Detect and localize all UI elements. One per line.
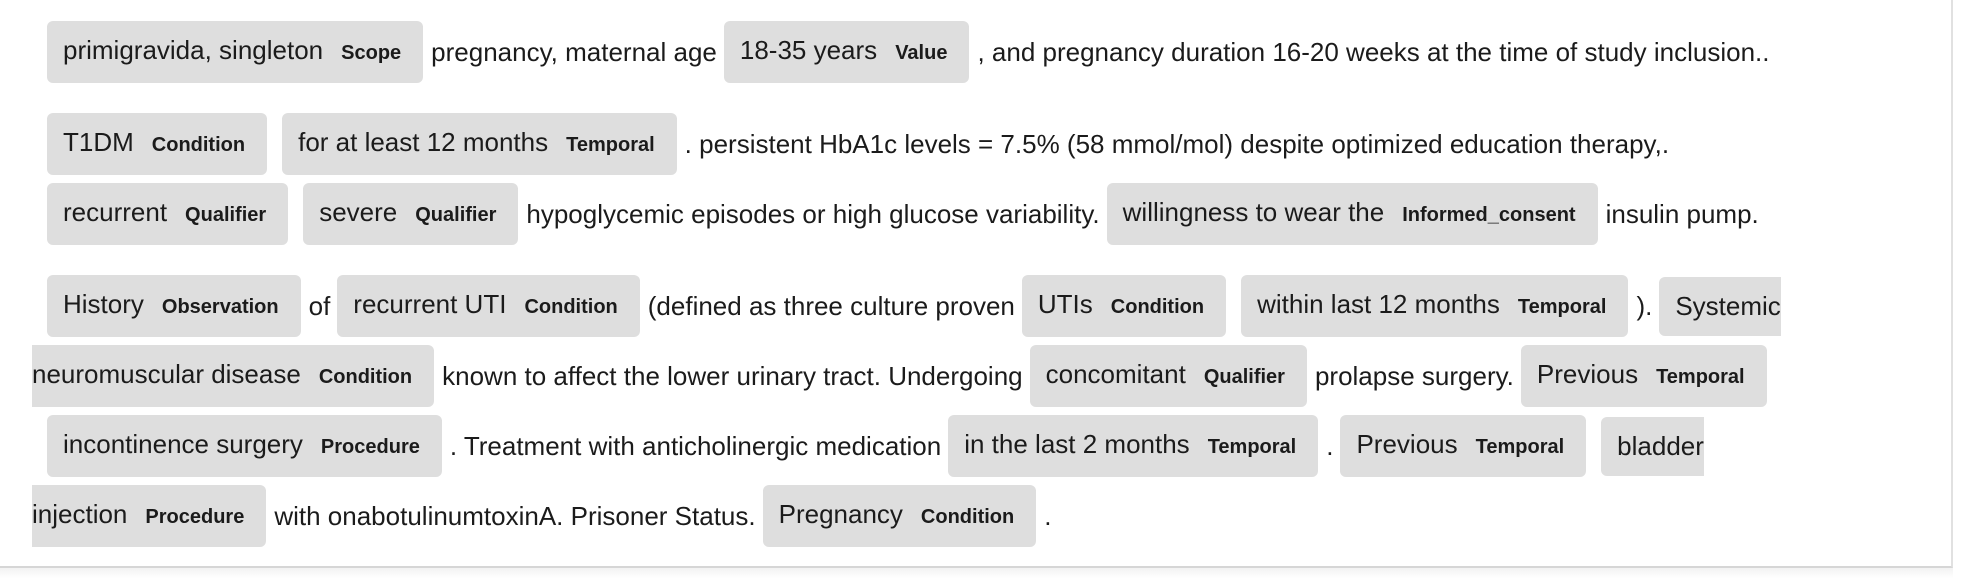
- entity-text: Pregnancy: [778, 499, 903, 529]
- entity-label: Condition: [1110, 296, 1205, 318]
- entity-text: injection: [32, 499, 128, 529]
- entity-text: T1DM: [63, 127, 134, 157]
- plain-text: known to affect the lower urinary tract.…: [442, 361, 1023, 391]
- entity-label: Temporal: [566, 134, 655, 156]
- entity-span[interactable]: Systemic: [1659, 276, 1781, 336]
- text-line: incontinence surgery Procedure . Treatment…: [40, 411, 1942, 481]
- entity-span[interactable]: 18-35 years Value: [723, 21, 970, 83]
- entity-text: incontinence surgery: [63, 429, 303, 459]
- paragraph-gap: [40, 87, 1942, 109]
- entity-label: Scope: [341, 42, 402, 64]
- entity-text: primigravida, singleton: [63, 35, 324, 65]
- entity-label: Condition: [920, 506, 1015, 528]
- entity-text: willingness to wear the: [1122, 197, 1385, 227]
- entity-label: Temporal: [1475, 436, 1565, 458]
- plain-text: ).: [1636, 291, 1653, 321]
- paragraph: primigravida, singleton Scope pregnancy, m…: [40, 17, 1942, 87]
- entity-span[interactable]: History Observation: [47, 275, 301, 337]
- entity-text: 18-35 years: [739, 35, 878, 65]
- entity-span[interactable]: Previous Temporal: [1340, 415, 1587, 477]
- entity-span[interactable]: willingness to wear the Informed_consent: [1106, 183, 1598, 245]
- entity-span[interactable]: recurrent UTI Condition: [337, 275, 640, 337]
- plain-text: . persistent HbA1c levels = 7.5% (58 mmo…: [684, 129, 1670, 159]
- entity-span[interactable]: Pregnancy Condition: [762, 485, 1037, 547]
- entity-label: Procedure: [320, 436, 420, 458]
- entity-text: Systemic: [1675, 290, 1781, 321]
- entity-label: Temporal: [1656, 366, 1745, 388]
- entity-text: neuromuscular disease: [32, 359, 301, 389]
- entity-text: recurrent UTI: [353, 289, 507, 319]
- text-line: primigravida, singleton Scope pregnancy, m…: [40, 17, 1942, 87]
- entity-text: UTIs: [1037, 289, 1093, 319]
- entity-text: Previous: [1536, 359, 1639, 389]
- plain-text: hypoglycemic episodes or high glucose va…: [526, 199, 1100, 229]
- paragraph: T1DM Condition for at least 12 months Tempo…: [40, 109, 1942, 249]
- text-line: neuromuscular disease Condition known to a…: [32, 341, 1942, 411]
- entity-span[interactable]: bladder: [1601, 416, 1704, 476]
- plain-text: (defined as three culture proven: [647, 291, 1015, 321]
- plain-text: prolapse surgery.: [1314, 361, 1514, 391]
- annotated-document: primigravida, singleton Scope pregnancy, m…: [32, 17, 1942, 551]
- text-line: History Observation of recurrent UTI Conditi…: [40, 271, 1942, 341]
- entity-label: Temporal: [1207, 436, 1297, 458]
- entity-text: History: [63, 289, 144, 319]
- entity-label: Value: [895, 42, 948, 64]
- entity-label: Temporal: [1517, 296, 1607, 318]
- entity-text: concomitant: [1045, 359, 1186, 389]
- annotation-viewer: primigravida, singleton Scope pregnancy, m…: [0, 0, 1953, 568]
- entity-label: Condition: [524, 296, 618, 318]
- entity-label: Condition: [151, 134, 246, 156]
- entity-span[interactable]: within last 12 months Temporal: [1241, 275, 1629, 337]
- plain-text: insulin pump.: [1605, 199, 1759, 229]
- text-line: T1DM Condition for at least 12 months Tempo…: [40, 109, 1942, 179]
- entity-span[interactable]: recurrent Qualifier: [47, 183, 289, 245]
- entity-span[interactable]: incontinence surgery Procedure: [47, 415, 442, 477]
- entity-text: recurrent: [63, 197, 168, 227]
- entity-text: in the last 2 months: [964, 429, 1190, 459]
- entity-text: bladder: [1617, 430, 1704, 461]
- entity-label: Condition: [318, 366, 413, 388]
- entity-label: Qualifier: [185, 204, 267, 226]
- entity-text: within last 12 months: [1257, 289, 1500, 319]
- plain-text: pregnancy, maternal age: [431, 37, 717, 67]
- text-line: injection Procedure with onabotulinumtoxin…: [32, 481, 1942, 551]
- text-line: recurrent Qualifier severe Qualifier hypogly…: [40, 179, 1942, 249]
- plain-text: .: [1326, 431, 1334, 461]
- plain-text: of: [308, 291, 331, 321]
- entity-span[interactable]: T1DM Condition: [47, 113, 268, 175]
- plain-text: with onabotulinumtoxinA. Prisoner Status…: [274, 501, 756, 531]
- entity-span[interactable]: severe Qualifier: [303, 183, 519, 245]
- entity-text: Previous: [1356, 429, 1458, 459]
- plain-text: , and pregnancy duration 16-20 weeks at …: [977, 37, 1770, 67]
- entity-span[interactable]: for at least 12 months Temporal: [282, 113, 677, 175]
- entity-label: Qualifier: [1203, 366, 1285, 388]
- entity-span[interactable]: primigravida, singleton Scope: [47, 21, 424, 83]
- entity-span[interactable]: neuromuscular disease Condition: [32, 345, 435, 407]
- entity-label: Informed_consent: [1402, 204, 1576, 226]
- entity-text: severe: [319, 197, 398, 227]
- plain-text: .: [1044, 501, 1052, 531]
- plain-text: . Treatment with anticholinergic medicat…: [449, 431, 942, 461]
- entity-span[interactable]: Previous Temporal: [1520, 345, 1767, 407]
- entity-span[interactable]: injection Procedure: [32, 485, 267, 547]
- entity-span[interactable]: UTIs Condition: [1021, 275, 1227, 337]
- bottom-scroll-edge: [0, 568, 1953, 578]
- paragraph-gap: [40, 249, 1942, 271]
- entity-text: for at least 12 months: [298, 127, 549, 157]
- entity-label: Qualifier: [415, 204, 497, 226]
- entity-span[interactable]: in the last 2 months Temporal: [948, 415, 1319, 477]
- entity-span[interactable]: concomitant Qualifier: [1029, 345, 1307, 407]
- entity-label: Procedure: [145, 506, 245, 528]
- paragraph: History Observation of recurrent UTI Conditi…: [32, 271, 1942, 551]
- entity-label: Observation: [161, 296, 279, 318]
